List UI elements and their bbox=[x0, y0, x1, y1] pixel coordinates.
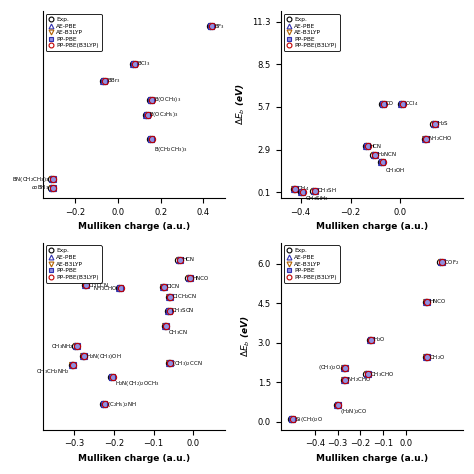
Text: Si(CH$_3$)$_2$O: Si(CH$_3$)$_2$O bbox=[295, 415, 323, 424]
Text: CH$_3$CHO: CH$_3$CHO bbox=[370, 370, 394, 379]
Text: CH$_3$CN: CH$_3$CN bbox=[168, 328, 188, 337]
Text: HNCO: HNCO bbox=[192, 276, 208, 281]
Text: CH$_3$SH: CH$_3$SH bbox=[317, 186, 337, 195]
Text: ClCH$_2$CN: ClCH$_2$CN bbox=[172, 292, 198, 301]
Text: NH$_2$CHO: NH$_2$CHO bbox=[92, 284, 117, 293]
Text: NH$_2$CHO: NH$_2$CHO bbox=[347, 375, 372, 384]
X-axis label: Mulliken charge (a.u.): Mulliken charge (a.u.) bbox=[316, 454, 428, 463]
Text: (a): (a) bbox=[46, 15, 62, 25]
Text: (CH$_3$)$_2$O: (CH$_3$)$_2$O bbox=[318, 363, 342, 372]
Legend: Exp., AE-PBE, AE-B3LYP, PP-PBE, PP-PBE(B3LYP): Exp., AE-PBE, AE-B3LYP, PP-PBE, PP-PBE(B… bbox=[283, 246, 339, 283]
Text: CH$_3$SCN: CH$_3$SCN bbox=[172, 306, 195, 315]
Y-axis label: $\Delta E_b$ (eV): $\Delta E_b$ (eV) bbox=[234, 84, 247, 126]
Text: (b): (b) bbox=[284, 15, 301, 25]
Text: BF$_3$: BF$_3$ bbox=[214, 22, 225, 31]
Text: (c): (c) bbox=[46, 246, 61, 256]
Text: (H$_2$N)$_2$CO: (H$_2$N)$_2$CO bbox=[340, 407, 368, 416]
Text: Cl$_2$CCN: Cl$_2$CCN bbox=[88, 281, 109, 290]
Text: $\alpha_2$BH$_3$: $\alpha_2$BH$_3$ bbox=[31, 183, 49, 192]
Text: B(OC$_2$H$_5$)$_3$: B(OC$_2$H$_5$)$_3$ bbox=[149, 110, 179, 119]
Text: H$_2$NCN: H$_2$NCN bbox=[377, 150, 397, 159]
Text: (C$_2$H$_5$)$_2$NH: (C$_2$H$_5$)$_2$NH bbox=[107, 400, 137, 409]
Text: CH$_3$CH$_2$NH$_2$: CH$_3$CH$_2$NH$_2$ bbox=[36, 367, 70, 376]
Text: CH$_4$: CH$_4$ bbox=[297, 184, 310, 193]
Text: (d): (d) bbox=[284, 246, 301, 256]
Text: (CH$_3$)$_2$CCN: (CH$_3$)$_2$CCN bbox=[172, 359, 203, 368]
Text: HCN: HCN bbox=[370, 144, 382, 149]
Text: CH$_3$NH$_2$: CH$_3$NH$_2$ bbox=[51, 342, 73, 351]
Legend: Exp., AE-PBE, AE-B3LYP, PP-PBE, PP-PBE(B3LYP): Exp., AE-PBE, AE-B3LYP, PP-PBE, PP-PBE(B… bbox=[283, 14, 339, 51]
Text: NH$_2$CHO: NH$_2$CHO bbox=[428, 135, 453, 143]
Text: ClCN: ClCN bbox=[166, 284, 179, 289]
Text: H$_2$N(CH$_3$)OH: H$_2$N(CH$_3$)OH bbox=[86, 352, 122, 361]
Text: CH$_2$O: CH$_2$O bbox=[429, 353, 446, 362]
Text: HNCO: HNCO bbox=[429, 300, 446, 304]
Text: CCl$_4$: CCl$_4$ bbox=[404, 100, 418, 109]
Text: CH$_3$OH: CH$_3$OH bbox=[384, 166, 405, 175]
Text: CH$_3$SiH$_3$: CH$_3$SiH$_3$ bbox=[305, 195, 328, 203]
Legend: Exp., AE-PBE, AE-B3LYP, PP-PBE, PP-PBE(B3LYP): Exp., AE-PBE, AE-B3LYP, PP-PBE, PP-PBE(B… bbox=[46, 246, 101, 283]
X-axis label: Mulliken charge (a.u.): Mulliken charge (a.u.) bbox=[78, 454, 190, 463]
Text: H$_2$S: H$_2$S bbox=[437, 119, 449, 128]
X-axis label: Mulliken charge (a.u.): Mulliken charge (a.u.) bbox=[78, 222, 190, 231]
Text: H$_2$O: H$_2$O bbox=[374, 336, 386, 345]
Text: COF$_2$: COF$_2$ bbox=[444, 258, 459, 267]
Text: B(OCH$_3$)$_3$: B(OCH$_3$)$_3$ bbox=[154, 95, 181, 104]
Text: H$_2$N(CH$_2$)$_2$OCH$_3$: H$_2$N(CH$_2$)$_2$OCH$_3$ bbox=[115, 379, 160, 388]
Text: BCl$_3$: BCl$_3$ bbox=[137, 59, 150, 68]
Text: CO: CO bbox=[386, 101, 394, 106]
Text: BBr$_3$: BBr$_3$ bbox=[107, 76, 120, 85]
X-axis label: Mulliken charge (a.u.): Mulliken charge (a.u.) bbox=[316, 222, 428, 231]
Legend: Exp., AE-PBE, AE-B3LYP, PP-PBE, PP-PBE(B3LYP): Exp., AE-PBE, AE-B3LYP, PP-PBE, PP-PBE(B… bbox=[46, 14, 101, 51]
Text: HCN: HCN bbox=[182, 257, 194, 262]
Y-axis label: $\Delta E_b$ (eV): $\Delta E_b$ (eV) bbox=[240, 315, 252, 357]
Text: B(CH$_2$CH$_3$)$_3$: B(CH$_2$CH$_3$)$_3$ bbox=[154, 145, 187, 154]
Text: BN(CH$_2$CH$_3$)$_3$: BN(CH$_2$CH$_3$)$_3$ bbox=[12, 175, 49, 184]
